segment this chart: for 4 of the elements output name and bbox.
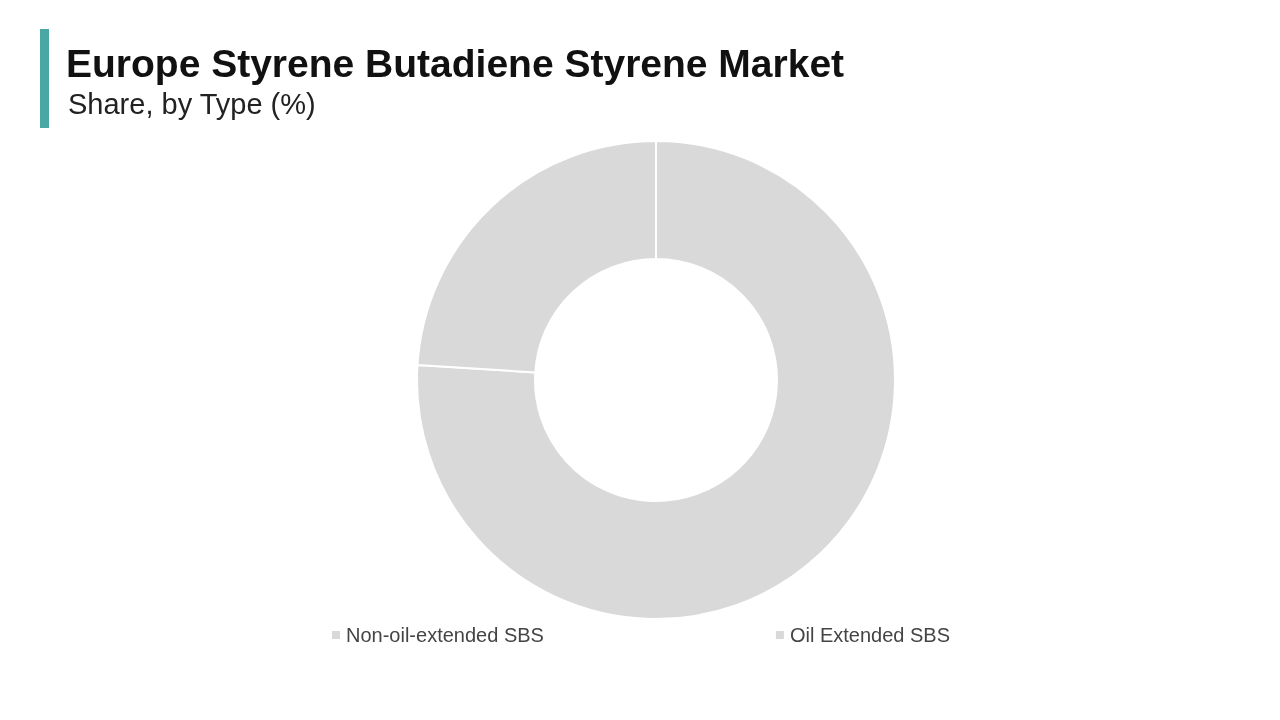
legend-label: Oil Extended SBS (789, 624, 950, 646)
legend-label: Non-oil-extended SBS (346, 624, 544, 646)
chart-subtitle: Share, by Type (%) (68, 88, 316, 121)
chart-title: Europe Styrene Butadiene Styrene Market (66, 42, 845, 86)
